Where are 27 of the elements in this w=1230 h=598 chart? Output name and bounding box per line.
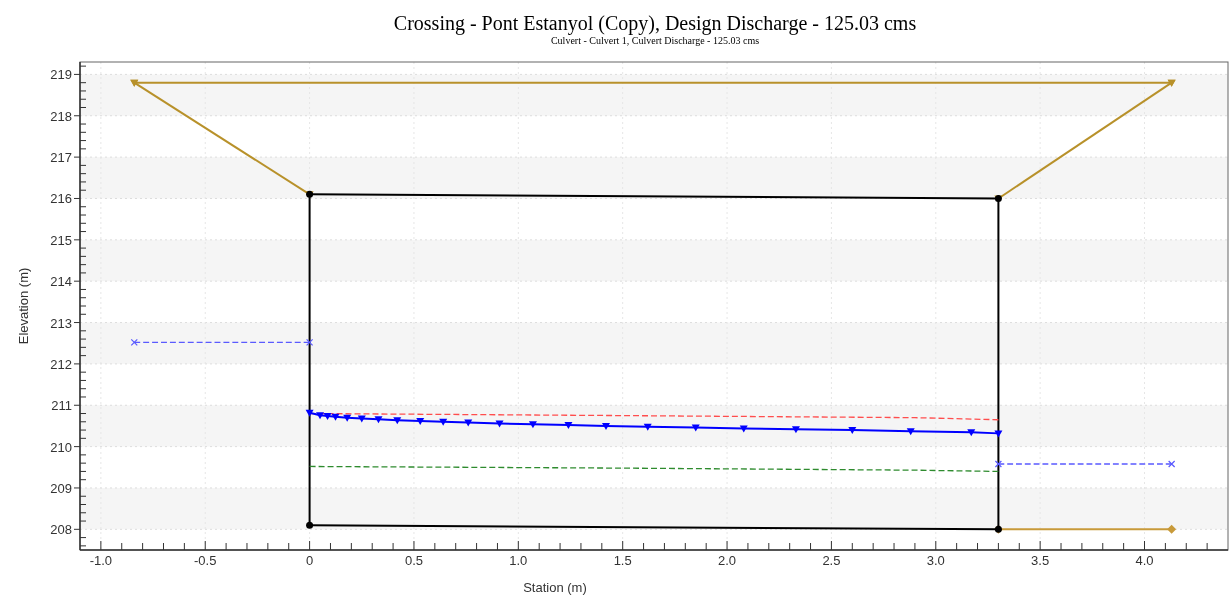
y-tick-label: 219 (50, 67, 72, 83)
y-tick-label: 213 (50, 315, 72, 331)
x-tick-label: 2.5 (822, 553, 841, 568)
x-tick-label: 4.0 (1135, 553, 1154, 568)
y-tick-label: 217 (50, 150, 72, 166)
y-tick-label: 215 (50, 232, 72, 248)
chart-subtitle: Culvert - Culvert 1, Culvert Discharge - 125.03 cms (550, 35, 760, 46)
x-tick-label: 2.0 (718, 553, 737, 568)
y-tick-label: 216 (50, 191, 72, 207)
x-tick-label: 1.5 (613, 553, 632, 568)
y-axis-title: Elevation (m) (16, 267, 31, 345)
y-tick-label: 211 (51, 398, 72, 414)
x-tick-label: -0.5 (194, 553, 217, 568)
y-tick-label: 209 (50, 480, 72, 496)
x-tick-label: 3.0 (926, 553, 945, 568)
chart-title: Crossing - Pont Estanyol (Copy), Design Discharge - 125.03 cms (393, 12, 917, 35)
x-tick-label: 0 (305, 553, 314, 568)
y-tick-label: 214 (50, 274, 72, 290)
x-tick-label: 0.5 (404, 553, 423, 568)
x-tick-label: 1.0 (509, 553, 528, 568)
x-axis-title: Station (m) (523, 580, 587, 595)
y-tick-label: 218 (50, 108, 72, 124)
x-tick-label: -1.0 (89, 553, 113, 568)
x-tick-label: 3.5 (1031, 553, 1050, 568)
y-tick-label: 210 (50, 439, 72, 455)
y-tick-label: 212 (50, 356, 72, 372)
y-tick-label: 208 (50, 522, 72, 538)
